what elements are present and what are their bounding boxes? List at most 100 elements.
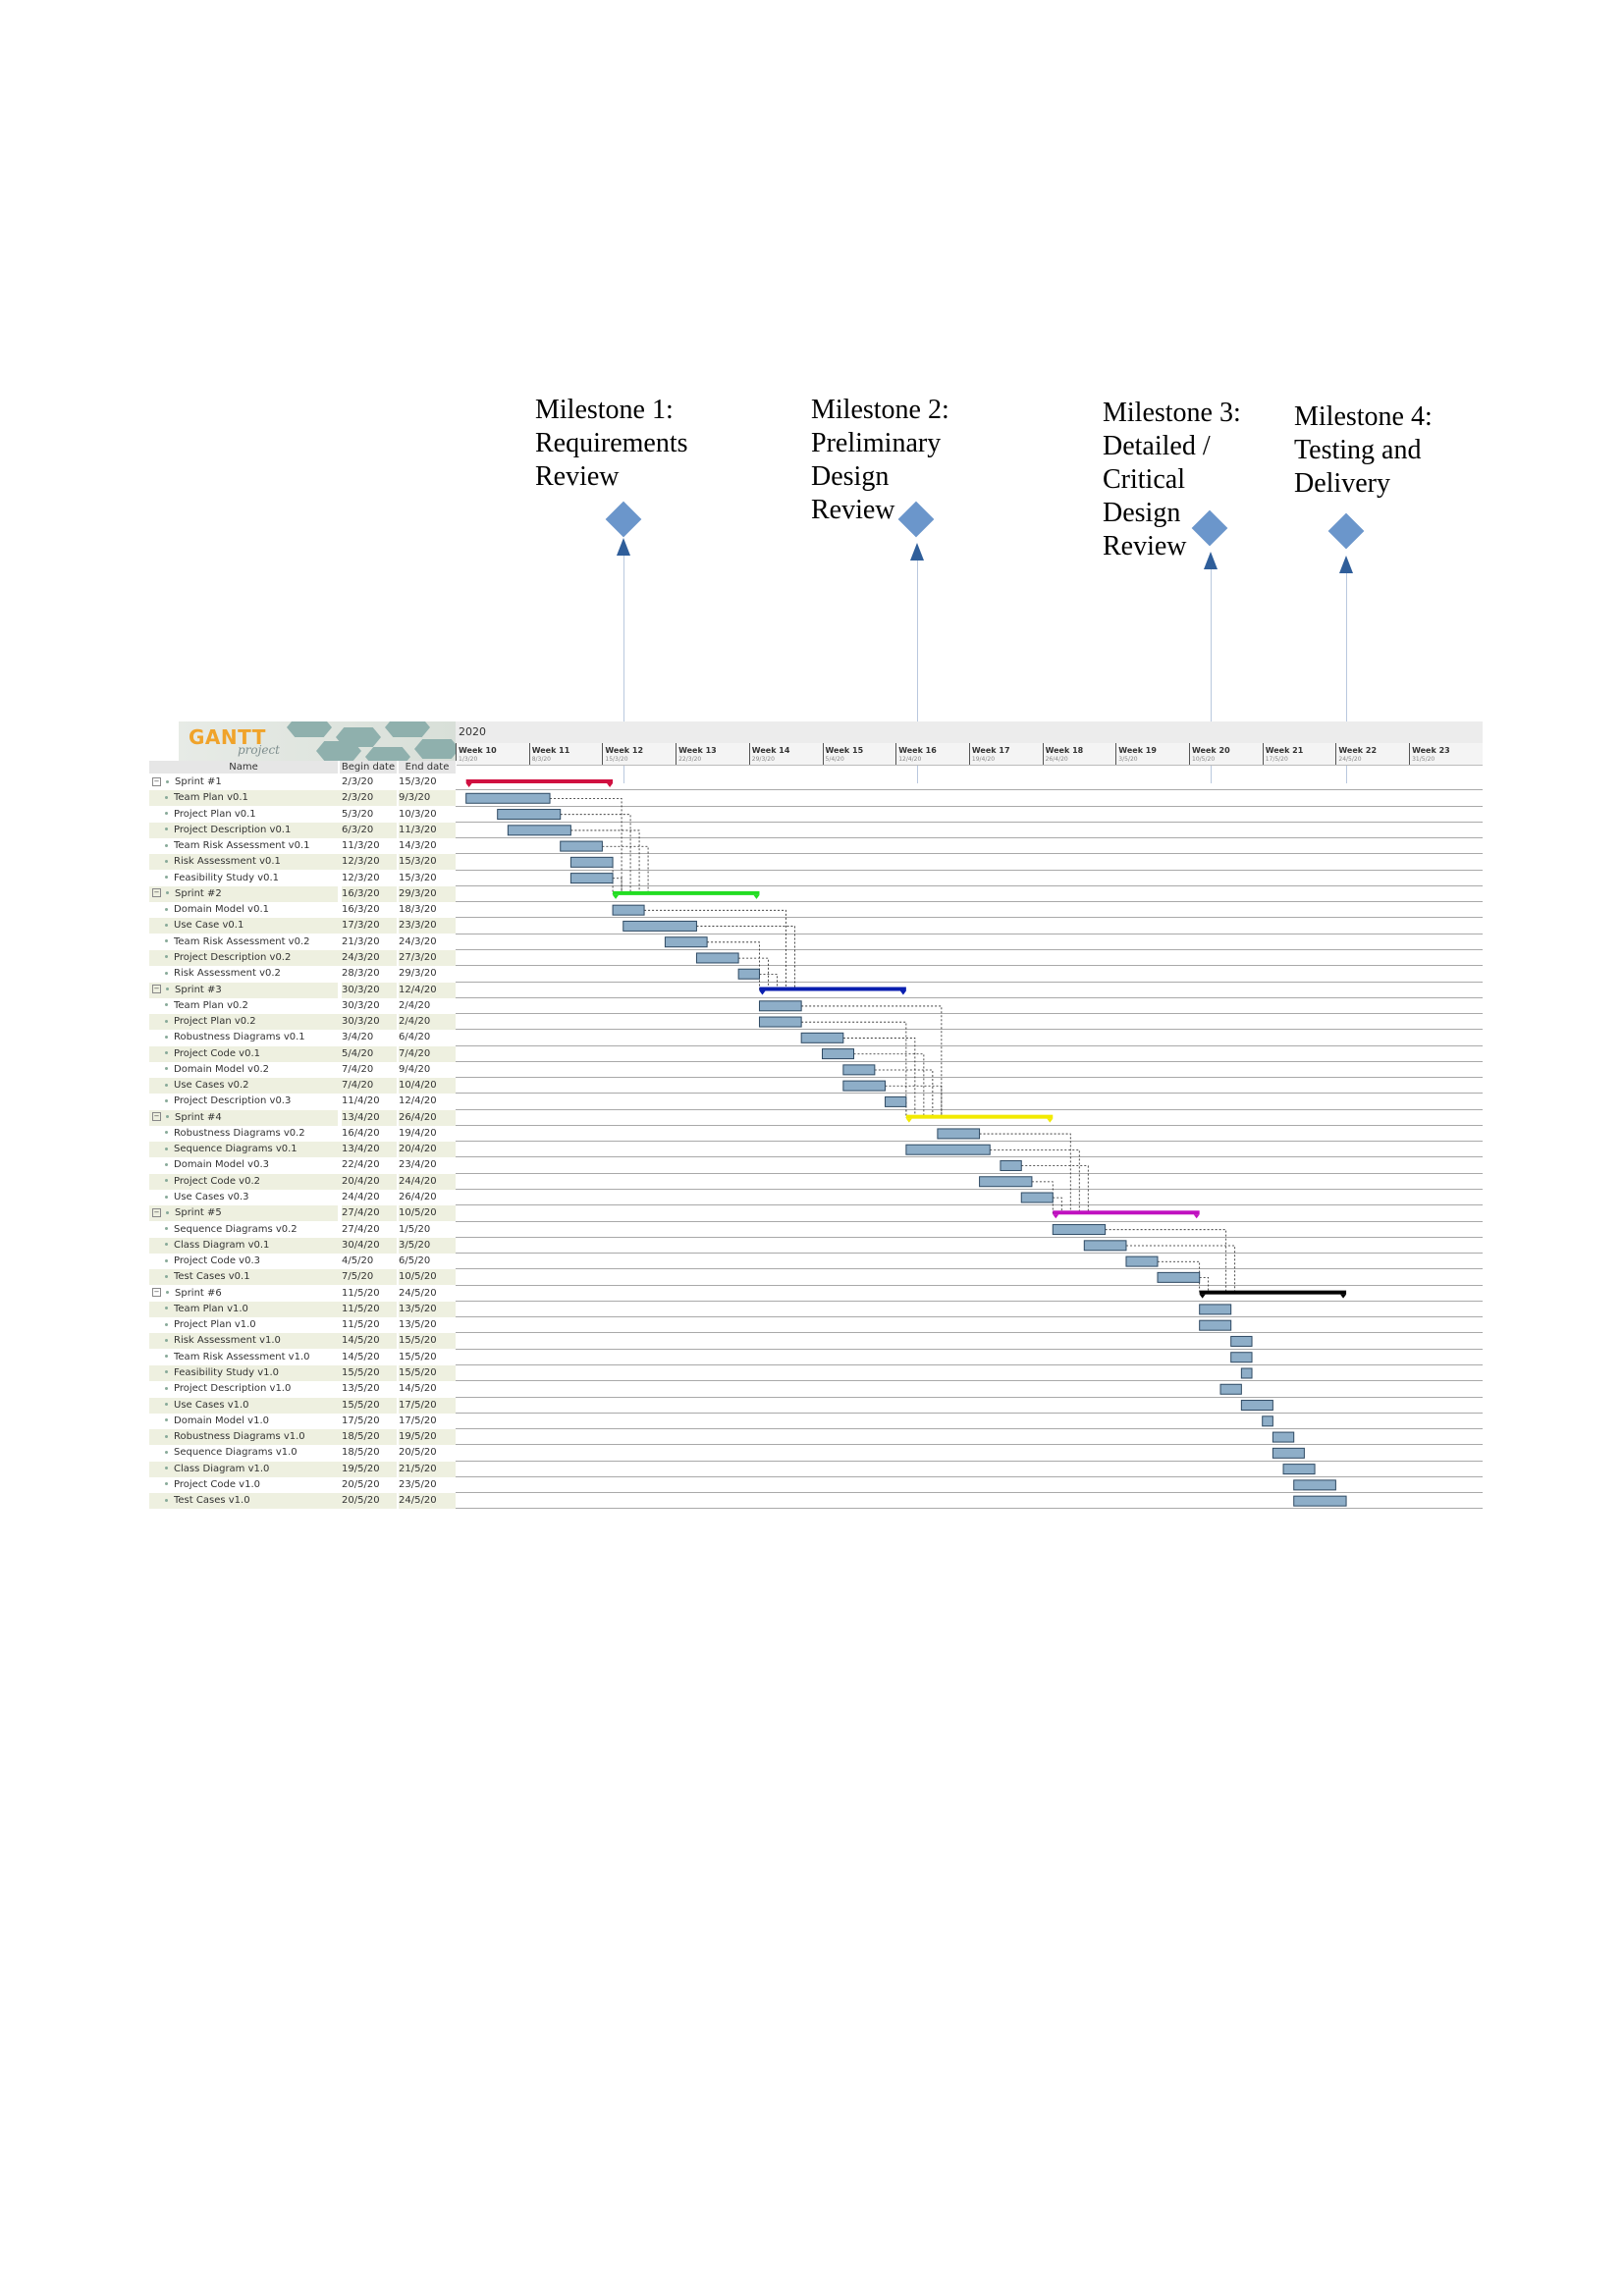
task-row[interactable]: Sequence Diagrams v1.0 18/5/20 20/5/20: [149, 1445, 1483, 1462]
task-end-date: 27/3/20: [399, 949, 456, 966]
task-name: Sprint #3: [175, 984, 222, 995]
task-begin-date: 16/4/20: [342, 1127, 380, 1139]
task-row[interactable]: Project Code v0.3 4/5/20 6/5/20: [149, 1254, 1483, 1270]
task-row[interactable]: Use Cases v0.3 24/4/20 26/4/20: [149, 1190, 1483, 1206]
task-row[interactable]: Project Code v1.0 20/5/20 23/5/20: [149, 1477, 1483, 1494]
task-row[interactable]: Risk Assessment v0.2 28/3/20 29/3/20: [149, 966, 1483, 983]
week-label: Week 18: [1045, 746, 1084, 755]
task-name: Project Description v0.1: [174, 824, 292, 835]
task-group-row[interactable]: − Sprint #1 2/3/20 15/3/20: [149, 774, 1483, 791]
task-row[interactable]: Risk Assessment v0.1 12/3/20 15/3/20: [149, 854, 1483, 871]
task-row[interactable]: Domain Model v1.0 17/5/20 17/5/20: [149, 1414, 1483, 1430]
task-begin-date: 11/5/20: [342, 1319, 380, 1331]
task-row[interactable]: Project Code v0.2 20/4/20 24/4/20: [149, 1173, 1483, 1191]
collapse-toggle-icon[interactable]: −: [152, 1112, 161, 1122]
collapse-toggle-icon[interactable]: −: [152, 888, 161, 898]
task-begin-date: 16/3/20: [342, 904, 380, 916]
task-row[interactable]: Domain Model v0.3 22/4/20 23/4/20: [149, 1157, 1483, 1174]
row-gridline: [456, 1156, 1483, 1158]
task-row[interactable]: Team Risk Assessment v0.2 21/3/20 24/3/20: [149, 934, 1483, 950]
task-row[interactable]: Test Cases v1.0 20/5/20 24/5/20: [149, 1493, 1483, 1510]
task-row[interactable]: Class Diagram v0.1 30/4/20 3/5/20: [149, 1237, 1483, 1255]
task-row[interactable]: Robustness Diagrams v0.2 16/4/20 19/4/20: [149, 1126, 1483, 1143]
task-name: Risk Assessment v0.2: [174, 968, 281, 980]
task-name: Domain Model v0.3: [174, 1159, 270, 1171]
task-row[interactable]: Risk Assessment v1.0 14/5/20 15/5/20: [149, 1333, 1483, 1350]
task-name-cell: − Sprint #1: [149, 774, 338, 790]
task-begin-date: 20/5/20: [342, 1478, 380, 1490]
milestone-4-diamond-icon: [1327, 512, 1365, 550]
task-name: Team Plan v0.1: [174, 792, 248, 804]
task-row[interactable]: Team Risk Assessment v1.0 14/5/20 15/5/20: [149, 1350, 1483, 1365]
collapse-toggle-icon[interactable]: −: [152, 1288, 161, 1298]
task-row[interactable]: Use Cases v1.0 15/5/20 17/5/20: [149, 1397, 1483, 1414]
task-name-cell: Project Description v0.1: [149, 822, 352, 838]
task-row[interactable]: Robustness Diagrams v1.0 18/5/20 19/5/20: [149, 1429, 1483, 1446]
week-label: Week 19: [1118, 746, 1157, 755]
row-gridline: [456, 1332, 1483, 1334]
task-begin-date: 2/3/20: [342, 790, 397, 807]
task-begin-date: 7/4/20: [342, 1063, 374, 1075]
task-begin-date: 28/3/20: [342, 968, 380, 980]
task-bar: [1125, 1255, 1159, 1267]
task-row[interactable]: Robustness Diagrams v0.1 3/4/20 6/4/20: [149, 1030, 1483, 1046]
task-row[interactable]: Domain Model v0.2 7/4/20 9/4/20: [149, 1062, 1483, 1079]
gantt-chart: GANTT project 2020 Week 10 1/3/20 Week 11 8…: [149, 721, 1483, 1512]
row-gridline: [456, 1236, 1483, 1238]
task-row[interactable]: Sequence Diagrams v0.1 13/4/20 20/4/20: [149, 1142, 1483, 1158]
task-begin-date: 12/3/20: [342, 872, 380, 883]
task-row[interactable]: Project Description v0.3 11/4/20 12/4/20: [149, 1094, 1483, 1110]
task-row[interactable]: Project Plan v0.2 30/3/20 2/4/20: [149, 1014, 1483, 1031]
task-bullet-icon: [165, 1019, 168, 1023]
task-end-date: 18/3/20: [399, 904, 437, 916]
task-row[interactable]: Team Plan v0.2 30/3/20 2/4/20: [149, 998, 1483, 1015]
task-group-row[interactable]: − Sprint #6 11/5/20 24/5/20: [149, 1286, 1483, 1302]
task-end-date: 15/3/20: [399, 776, 437, 787]
task-name: Team Plan v0.2: [174, 999, 248, 1011]
dependency-line: [1199, 1277, 1210, 1294]
task-name: Project Code v1.0: [174, 1478, 260, 1490]
task-row[interactable]: Use Case v0.1 17/3/20 23/3/20: [149, 918, 1483, 934]
task-bullet-icon: [165, 1434, 168, 1438]
task-group-row[interactable]: − Sprint #3 30/3/20 12/4/20: [149, 982, 1483, 998]
task-row[interactable]: Sequence Diagrams v0.2 27/4/20 1/5/20: [149, 1222, 1483, 1238]
task-group-row[interactable]: − Sprint #5 27/4/20 10/5/20: [149, 1205, 1483, 1222]
task-row[interactable]: Feasibility Study v0.1 12/3/20 15/3/20: [149, 871, 1483, 886]
task-row[interactable]: Feasibility Study v1.0 15/5/20 15/5/20: [149, 1364, 1483, 1382]
collapse-toggle-icon[interactable]: −: [152, 776, 161, 786]
task-bullet-icon: [165, 1450, 168, 1454]
task-row[interactable]: Team Plan v0.1 2/3/20 9/3/20: [149, 790, 1483, 807]
task-begin-date: 18/5/20: [342, 1429, 397, 1446]
task-group-row[interactable]: − Sprint #2 16/3/20 29/3/20: [149, 885, 1483, 903]
column-header-name[interactable]: Name: [149, 761, 339, 774]
week-label: Week 12: [605, 746, 644, 755]
task-end-date: 24/4/20: [399, 1173, 456, 1190]
row-gridline: [456, 965, 1483, 967]
task-row[interactable]: Project Code v0.1 5/4/20 7/4/20: [149, 1045, 1483, 1062]
task-bullet-icon: [165, 1338, 168, 1342]
task-row[interactable]: Project Plan v0.1 5/3/20 10/3/20: [149, 807, 1483, 823]
task-row[interactable]: Team Plan v1.0 11/5/20 13/5/20: [149, 1301, 1483, 1318]
collapse-toggle-icon[interactable]: −: [152, 985, 161, 993]
task-row[interactable]: Class Diagram v1.0 19/5/20 21/5/20: [149, 1461, 1483, 1477]
task-name-cell: Project Plan v1.0: [149, 1317, 352, 1333]
task-row[interactable]: Project Description v1.0 13/5/20 14/5/20: [149, 1381, 1483, 1398]
row-gridline: [456, 837, 1483, 839]
column-header-end[interactable]: End date: [399, 761, 457, 774]
collapse-toggle-icon[interactable]: −: [152, 1207, 161, 1217]
task-end-date: 10/5/20: [399, 1269, 456, 1286]
task-row[interactable]: Project Description v0.1 6/3/20 11/3/20: [149, 822, 1483, 839]
task-row[interactable]: Team Risk Assessment v0.1 11/3/20 14/3/20: [149, 838, 1483, 855]
task-name: Use Cases v0.3: [174, 1192, 249, 1203]
task-row[interactable]: Test Cases v0.1 7/5/20 10/5/20: [149, 1269, 1483, 1286]
task-group-row[interactable]: − Sprint #4 13/4/20 26/4/20: [149, 1109, 1483, 1126]
task-row[interactable]: Use Cases v0.2 7/4/20 10/4/20: [149, 1078, 1483, 1095]
sprint-summary-bar: [1199, 1290, 1347, 1295]
task-end-date: 6/4/20: [399, 1032, 431, 1043]
task-begin-date: 4/5/20: [342, 1255, 374, 1267]
task-row[interactable]: Project Description v0.2 24/3/20 27/3/20: [149, 949, 1483, 967]
column-header-begin[interactable]: Begin date: [340, 761, 398, 774]
task-row[interactable]: Project Plan v1.0 11/5/20 13/5/20: [149, 1317, 1483, 1334]
task-row[interactable]: Domain Model v0.1 16/3/20 18/3/20: [149, 902, 1483, 919]
task-bar: [1199, 1304, 1232, 1315]
